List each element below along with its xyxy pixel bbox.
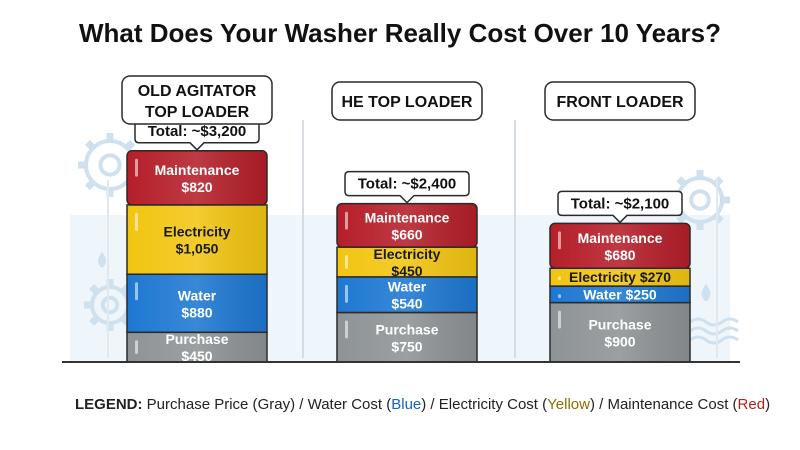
bar-shine: [338, 277, 476, 312]
bar-highlight: [345, 211, 348, 230]
segment-label: Electricity: [374, 246, 441, 262]
total-label: Total: ~$2,400: [358, 176, 457, 193]
chart-title: What Does Your Washer Really Cost Over 1…: [78, 18, 722, 48]
bar-highlight: [345, 255, 348, 269]
bar-highlight: [345, 320, 348, 339]
segment-label: Water: [178, 287, 217, 303]
legend-entry-water: Water Cost (Blue): [307, 396, 427, 413]
wave-icon: [689, 317, 739, 345]
bar-highlight: [558, 231, 561, 250]
segment-value: $820: [181, 179, 212, 195]
segment-label: Electricity: [164, 224, 231, 240]
bar-highlight: [345, 284, 348, 303]
category-label-1: OLD AGITATOR TOP LOADER: [121, 75, 273, 125]
bar-shine: [338, 248, 476, 276]
category-label-text: TOP LOADER: [145, 104, 250, 121]
segment-label: Water $250: [583, 286, 657, 302]
legend-entry-electricity: Electricity Cost (Yellow): [438, 396, 595, 413]
bar-shine: [128, 333, 266, 361]
total-label: Total: ~$3,200: [148, 123, 247, 140]
bar-highlight: [135, 282, 138, 301]
bar-highlight: [558, 276, 561, 281]
segment-label: Maintenance: [155, 162, 240, 178]
water-drop-icon: [701, 284, 711, 302]
legend: LEGEND: Purchase Price (Gray) / Water Co…: [75, 396, 771, 413]
segment-value: $880: [181, 304, 212, 320]
bar-shine: [551, 303, 689, 361]
segment-value: $900: [604, 333, 635, 349]
segment-label: Purchase: [375, 321, 438, 337]
bar-shine: [551, 269, 689, 286]
segment-value: $660: [391, 226, 422, 242]
column-dividers: [107, 120, 718, 358]
segment-value: $540: [391, 296, 422, 312]
segment-value: $1,050: [176, 241, 219, 257]
segment-value: $750: [391, 338, 422, 354]
total-callout: Total: ~$2,400: [344, 170, 470, 204]
total-callout: Total: ~$2,100: [557, 190, 683, 224]
segment-label: Purchase: [588, 316, 651, 332]
bar-shine: [338, 313, 476, 361]
bar-shine: [128, 275, 266, 332]
bar-highlight: [135, 158, 138, 177]
segment-label: Maintenance: [578, 230, 663, 246]
legend-entry-maintenance: Maintenance Cost (Red): [607, 396, 771, 413]
bar-shine: [551, 287, 689, 302]
total-label: Total: ~$2,100: [571, 195, 670, 212]
bar-highlight: [135, 340, 138, 354]
segment-label: Purchase: [165, 331, 228, 347]
segment-label: Maintenance: [365, 209, 450, 225]
bars-layer: [126, 150, 691, 363]
bar-highlight: [558, 294, 561, 299]
bar-highlight: [135, 212, 138, 231]
legend-entry-purchase: Purchase Price (Gray): [146, 396, 296, 413]
category-label-2: HE TOP LOADER: [331, 81, 483, 121]
segment-value: $680: [604, 247, 635, 263]
category-label-text: HE TOP LOADER: [342, 94, 473, 111]
labels-layer: Purchase$450Water$880Electricity$1,050Ma…: [121, 75, 696, 364]
segment-value: $450: [181, 348, 212, 364]
category-label-text: FRONT LOADER: [556, 94, 684, 111]
bar-shine: [338, 204, 476, 247]
legend-label: LEGEND:: [75, 396, 143, 413]
segment-label: Electricity $270: [569, 269, 671, 285]
bar-highlight: [558, 310, 561, 329]
bar-shine: [128, 205, 266, 274]
bar-shine: [128, 151, 266, 204]
segment-label: Water: [388, 279, 427, 295]
bar-shine: [551, 224, 689, 268]
segment-value: $450: [391, 263, 422, 279]
water-drop-icon: [98, 252, 106, 268]
category-label-3: FRONT LOADER: [544, 81, 696, 121]
category-label-text: OLD AGITATOR: [138, 83, 257, 100]
